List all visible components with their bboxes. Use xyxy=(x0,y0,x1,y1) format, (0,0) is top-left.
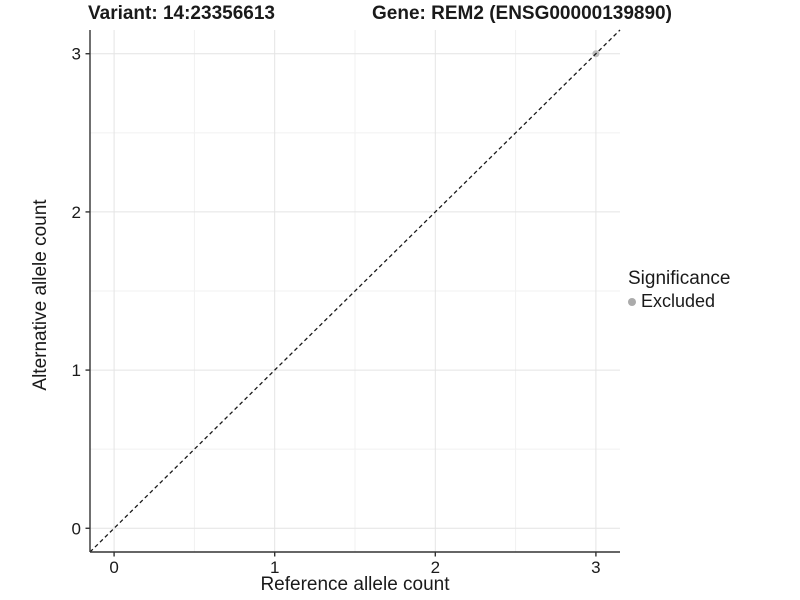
y-axis-title: Alternative allele count xyxy=(30,199,51,391)
variant-title: Variant: 14:23356613 xyxy=(88,3,275,24)
legend: Significance Excluded xyxy=(628,268,730,312)
x-tick-label: 1 xyxy=(270,558,279,577)
legend-item-excluded: Excluded xyxy=(628,291,730,312)
x-tick-label: 2 xyxy=(431,558,440,577)
x-axis-title: Reference allele count xyxy=(260,574,450,595)
x-tick-label: 0 xyxy=(109,558,118,577)
identity-line xyxy=(89,29,621,553)
y-tick-label: 0 xyxy=(72,519,81,538)
legend-title: Significance xyxy=(628,268,731,289)
legend-item-label: Excluded xyxy=(641,291,716,311)
y-tick-label: 1 xyxy=(72,361,81,380)
y-tick-label: 3 xyxy=(72,45,81,64)
gene-title: Gene: REM2 (ENSG00000139890) xyxy=(372,3,672,24)
y-tick-label: 2 xyxy=(72,203,81,222)
excluded-point-icon xyxy=(628,297,636,306)
x-tick-label: 3 xyxy=(591,558,600,577)
